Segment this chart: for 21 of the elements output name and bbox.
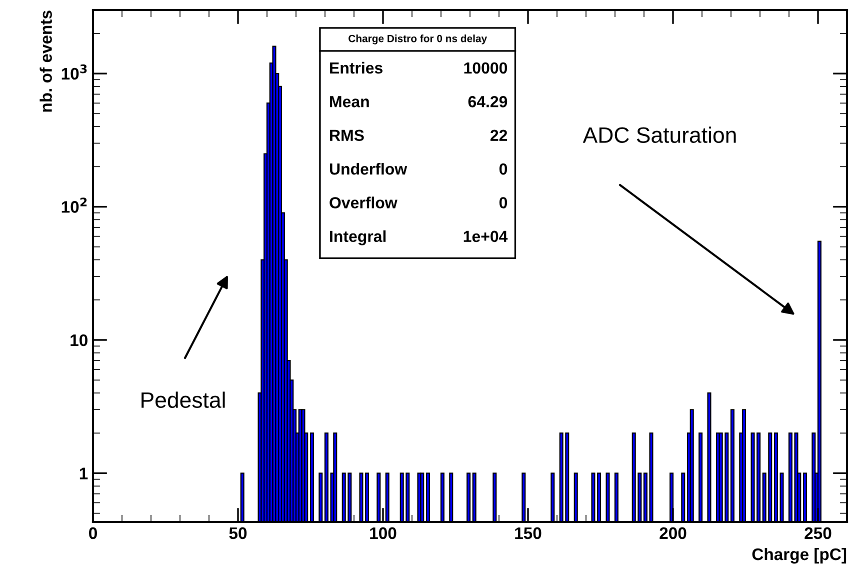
text: Mean 64.29 bbox=[330, 96, 508, 108]
y-tick-label: 10$^{3}$ bbox=[62, 64, 87, 80]
annotation: Pedestal bbox=[142, 392, 225, 408]
x-tick-label: 0 bbox=[89, 527, 97, 540]
text: Underflow 0 bbox=[330, 162, 508, 175]
text: Entries 10000 bbox=[330, 62, 508, 74]
text: Overflow 0 bbox=[330, 196, 508, 208]
text: Integral 1e+04 bbox=[330, 230, 508, 246]
x-tick-label: 50 bbox=[229, 527, 247, 540]
x-tick-label: 150 bbox=[515, 527, 542, 540]
x-axis-title: Charge [pC] bbox=[752, 548, 846, 564]
annotation: ADC Saturation bbox=[582, 126, 736, 143]
y-tick-label: 10 bbox=[70, 334, 88, 346]
x-tick-label: 100 bbox=[370, 527, 396, 540]
y-tick-label: 1 bbox=[80, 468, 88, 480]
text: RMS 22 bbox=[330, 130, 508, 142]
y-axis-title: nb. of events bbox=[40, 10, 52, 112]
y-tick-label: 10$^{2}$ bbox=[62, 198, 87, 213]
x-tick-label: 200 bbox=[660, 527, 686, 540]
x-tick-label: 250 bbox=[804, 527, 832, 540]
text: Charge Distro for 0 ns delay bbox=[348, 34, 488, 44]
